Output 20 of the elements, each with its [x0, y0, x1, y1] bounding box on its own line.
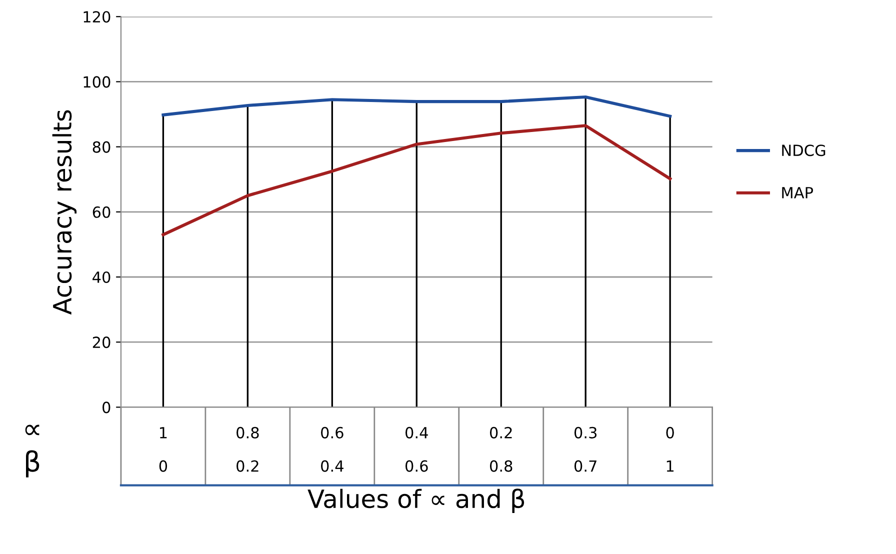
y-tick-label: 120	[84, 11, 110, 23]
y-tick-label: 60	[92, 206, 110, 218]
y-axis-title: Accuracy results	[52, 110, 77, 315]
category-label: 0.4 0.6	[406, 426, 428, 472]
category-label: 0.8 0.2	[236, 426, 259, 472]
category-label: 1 0	[159, 427, 168, 472]
category-label: 0.6 0.4	[321, 426, 344, 472]
y-tick-label: 20	[92, 336, 110, 348]
y-tick-label: 80	[92, 141, 110, 153]
category-label: 0.3 0.7	[574, 426, 597, 472]
text: β	[26, 450, 40, 478]
text: ∝	[25, 424, 40, 436]
legend-label: MAP	[782, 187, 813, 198]
y-tick-label: 100	[84, 76, 110, 88]
x-axis-title: Values of ∝ and β	[308, 488, 524, 514]
legend-label: NDCG	[782, 144, 826, 156]
category-label: 0 1	[666, 426, 674, 472]
category-label: 0.2 0.8	[490, 426, 512, 472]
y-tick-label: 0	[102, 402, 110, 414]
y-tick-label: 40	[92, 271, 110, 284]
